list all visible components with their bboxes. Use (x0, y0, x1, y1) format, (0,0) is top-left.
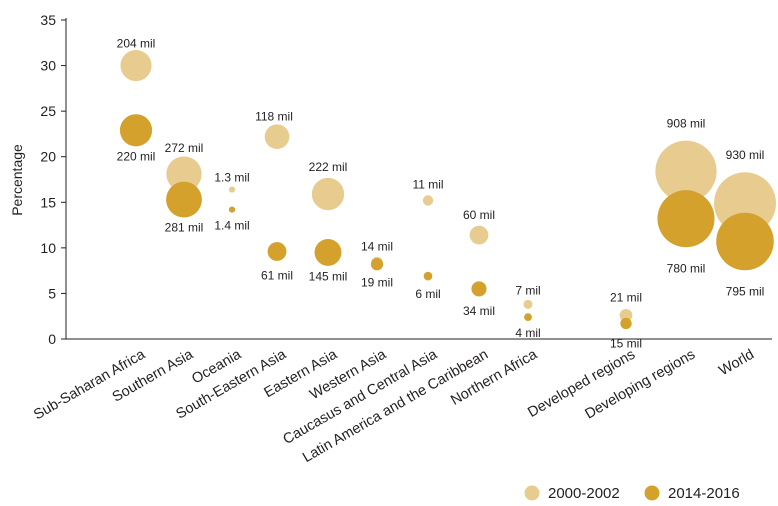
bubble-early (120, 50, 152, 82)
bubbles (119, 50, 776, 330)
y-tick-label: 0 (48, 331, 56, 347)
bubble-early (655, 140, 717, 202)
bubble-labels: 204 mil 220 mil 272 mil 281 mil 1.3 mil 1.4 m… (117, 37, 765, 351)
bubble-value-label: 281 mil (165, 221, 204, 235)
bubble-value-label: 4 mil (515, 326, 540, 340)
bubble-late (119, 114, 153, 147)
bubble-late (228, 206, 236, 213)
legend-label: 2000-2002 (548, 485, 620, 502)
bubble-value-label: 118 mil (255, 110, 293, 124)
bubble-value-label: 19 mil (361, 275, 393, 289)
bubble-early (523, 299, 533, 309)
y-tick-label: 5 (48, 285, 56, 301)
bubble-value-label: 1.3 mil (214, 171, 249, 185)
bubble-value-label: 272 mil (165, 141, 204, 155)
bubble-early (264, 124, 290, 149)
bubble-value-label: 34 mil (463, 304, 495, 318)
bubble-value-label: 145 mil (309, 269, 348, 283)
bubble-value-label: 930 mil (726, 148, 765, 162)
bubble-value-label: 908 mil (667, 116, 706, 130)
bubble-early (619, 308, 633, 322)
bubble-value-label: 795 mil (726, 284, 765, 298)
category-label: Developed regions (525, 347, 638, 421)
bubble-early (228, 186, 236, 193)
y-axis-label: Percentage (9, 144, 25, 216)
axes: 0 5 10 15 20 25 30 35 (40, 12, 772, 347)
legend: 2000-2002 2014-2016 (524, 485, 740, 502)
y-tick-label: 10 (40, 240, 56, 256)
category-label: World (716, 347, 757, 380)
bubble-late (716, 212, 774, 271)
bubble-value-label: 7 mil (515, 283, 540, 297)
y-tick-label: 30 (40, 58, 56, 74)
category-label: Developing regions (582, 347, 698, 423)
bubble-value-label: 14 mil (361, 239, 393, 253)
bubble-late (657, 190, 715, 248)
bubble-early (469, 225, 489, 245)
bubble-value-label: 222 mil (309, 160, 348, 174)
bubble-late (166, 181, 202, 218)
bubble-early (311, 177, 345, 211)
y-tick-label: 15 (40, 194, 56, 210)
y-tick-label: 20 (40, 149, 56, 165)
bubble-late (314, 238, 342, 266)
bubble-value-label: 780 mil (667, 262, 706, 276)
legend-swatch (524, 485, 540, 501)
bubble-value-label: 61 mil (261, 269, 293, 283)
bubble-late (267, 242, 287, 261)
bubble-value-label: 15 mil (610, 337, 642, 351)
y-tick-label: 25 (40, 103, 56, 119)
bubble-early (422, 195, 434, 206)
bubble-value-label: 6 mil (415, 287, 440, 301)
bubble-value-label: 220 mil (117, 149, 156, 163)
y-tick-label: 35 (40, 12, 56, 28)
category-label: Southern Asia (110, 346, 197, 405)
bubble-late (423, 271, 433, 281)
bubble-late (524, 313, 532, 322)
bubble-late (620, 317, 632, 330)
category-label: Northern Africa (448, 346, 541, 409)
bubble-late (370, 258, 384, 271)
bubble-value-label: 204 mil (117, 37, 156, 51)
bubble-value-label: 1.4 mil (214, 219, 249, 233)
bubble-value-label: 11 mil (412, 177, 443, 191)
legend-swatch (644, 485, 660, 501)
legend-label: 2014-2016 (668, 485, 740, 502)
bubble-value-label: 60 mil (463, 208, 495, 222)
bubble-value-label: 21 mil (610, 290, 642, 304)
bubble-late (471, 281, 487, 297)
bubble-early (166, 156, 202, 192)
